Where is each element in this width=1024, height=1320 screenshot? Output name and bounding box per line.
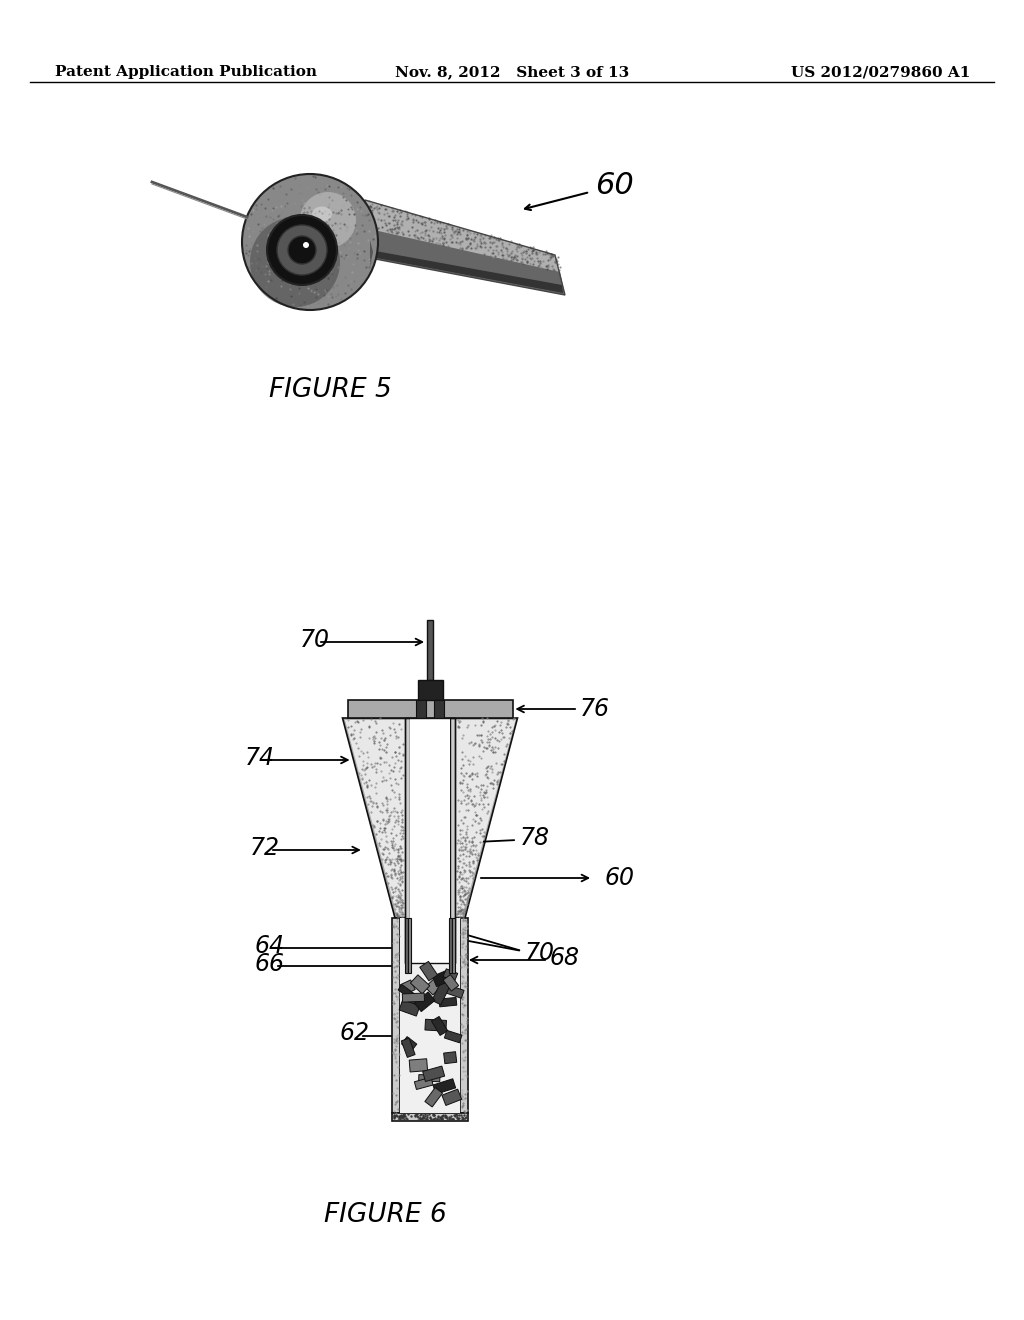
Bar xyxy=(392,917,400,1113)
Text: Patent Application Publication: Patent Application Publication xyxy=(55,65,317,79)
Polygon shape xyxy=(402,993,425,1002)
Polygon shape xyxy=(401,1038,415,1057)
Text: 72: 72 xyxy=(250,836,280,861)
Polygon shape xyxy=(365,228,565,294)
Bar xyxy=(434,700,444,718)
Polygon shape xyxy=(401,994,424,1012)
Polygon shape xyxy=(455,719,515,916)
Text: FIGURE 5: FIGURE 5 xyxy=(268,378,391,403)
Bar xyxy=(449,917,452,973)
Bar xyxy=(452,917,455,973)
Polygon shape xyxy=(344,719,406,916)
Polygon shape xyxy=(342,718,517,917)
Circle shape xyxy=(278,224,327,275)
Bar xyxy=(406,718,410,964)
Ellipse shape xyxy=(312,206,332,222)
Polygon shape xyxy=(425,977,444,995)
Polygon shape xyxy=(400,979,415,994)
Polygon shape xyxy=(370,249,563,293)
Text: 60: 60 xyxy=(595,170,634,199)
Polygon shape xyxy=(444,1031,462,1043)
Polygon shape xyxy=(423,1067,444,1081)
Bar xyxy=(410,718,450,964)
Polygon shape xyxy=(425,1019,446,1031)
Polygon shape xyxy=(443,1052,457,1064)
Polygon shape xyxy=(433,1078,456,1094)
Polygon shape xyxy=(410,1059,428,1072)
Polygon shape xyxy=(443,974,459,991)
Bar xyxy=(460,917,468,1113)
Bar xyxy=(392,1113,468,1121)
Bar xyxy=(400,917,460,1113)
Circle shape xyxy=(267,215,337,285)
Polygon shape xyxy=(442,1089,462,1105)
Circle shape xyxy=(300,191,356,248)
Polygon shape xyxy=(432,970,451,986)
Text: 62: 62 xyxy=(340,1020,370,1045)
Polygon shape xyxy=(415,991,435,1011)
Polygon shape xyxy=(401,1036,417,1051)
Polygon shape xyxy=(425,1088,442,1107)
Bar xyxy=(416,700,426,718)
Polygon shape xyxy=(415,1077,433,1089)
Polygon shape xyxy=(365,201,565,294)
Text: 76: 76 xyxy=(580,697,610,721)
Bar xyxy=(347,700,512,718)
Bar xyxy=(427,620,433,680)
Polygon shape xyxy=(420,961,437,981)
Polygon shape xyxy=(411,975,430,994)
Polygon shape xyxy=(398,985,418,1002)
Polygon shape xyxy=(370,240,373,267)
Text: 70: 70 xyxy=(525,941,555,965)
Text: 78: 78 xyxy=(520,826,550,850)
Circle shape xyxy=(303,242,309,248)
Circle shape xyxy=(250,216,340,308)
Text: 64: 64 xyxy=(255,935,285,958)
Polygon shape xyxy=(442,983,464,998)
Bar xyxy=(418,680,442,700)
Text: 66: 66 xyxy=(255,952,285,975)
Bar xyxy=(406,718,455,964)
Polygon shape xyxy=(419,1074,440,1082)
Bar xyxy=(408,917,411,973)
Polygon shape xyxy=(439,998,457,1007)
Text: 60: 60 xyxy=(605,866,635,890)
Text: 70: 70 xyxy=(300,628,330,652)
Text: 68: 68 xyxy=(550,946,580,970)
Circle shape xyxy=(242,174,378,310)
Bar xyxy=(406,917,408,973)
Bar xyxy=(450,718,455,964)
Polygon shape xyxy=(432,981,451,1005)
Text: Nov. 8, 2012   Sheet 3 of 13: Nov. 8, 2012 Sheet 3 of 13 xyxy=(395,65,629,79)
Polygon shape xyxy=(431,1016,447,1035)
Text: US 2012/0279860 A1: US 2012/0279860 A1 xyxy=(791,65,970,79)
Polygon shape xyxy=(399,999,420,1016)
Polygon shape xyxy=(443,969,458,981)
Text: 74: 74 xyxy=(245,746,275,770)
Circle shape xyxy=(288,236,316,264)
Text: FIGURE 6: FIGURE 6 xyxy=(324,1203,446,1228)
